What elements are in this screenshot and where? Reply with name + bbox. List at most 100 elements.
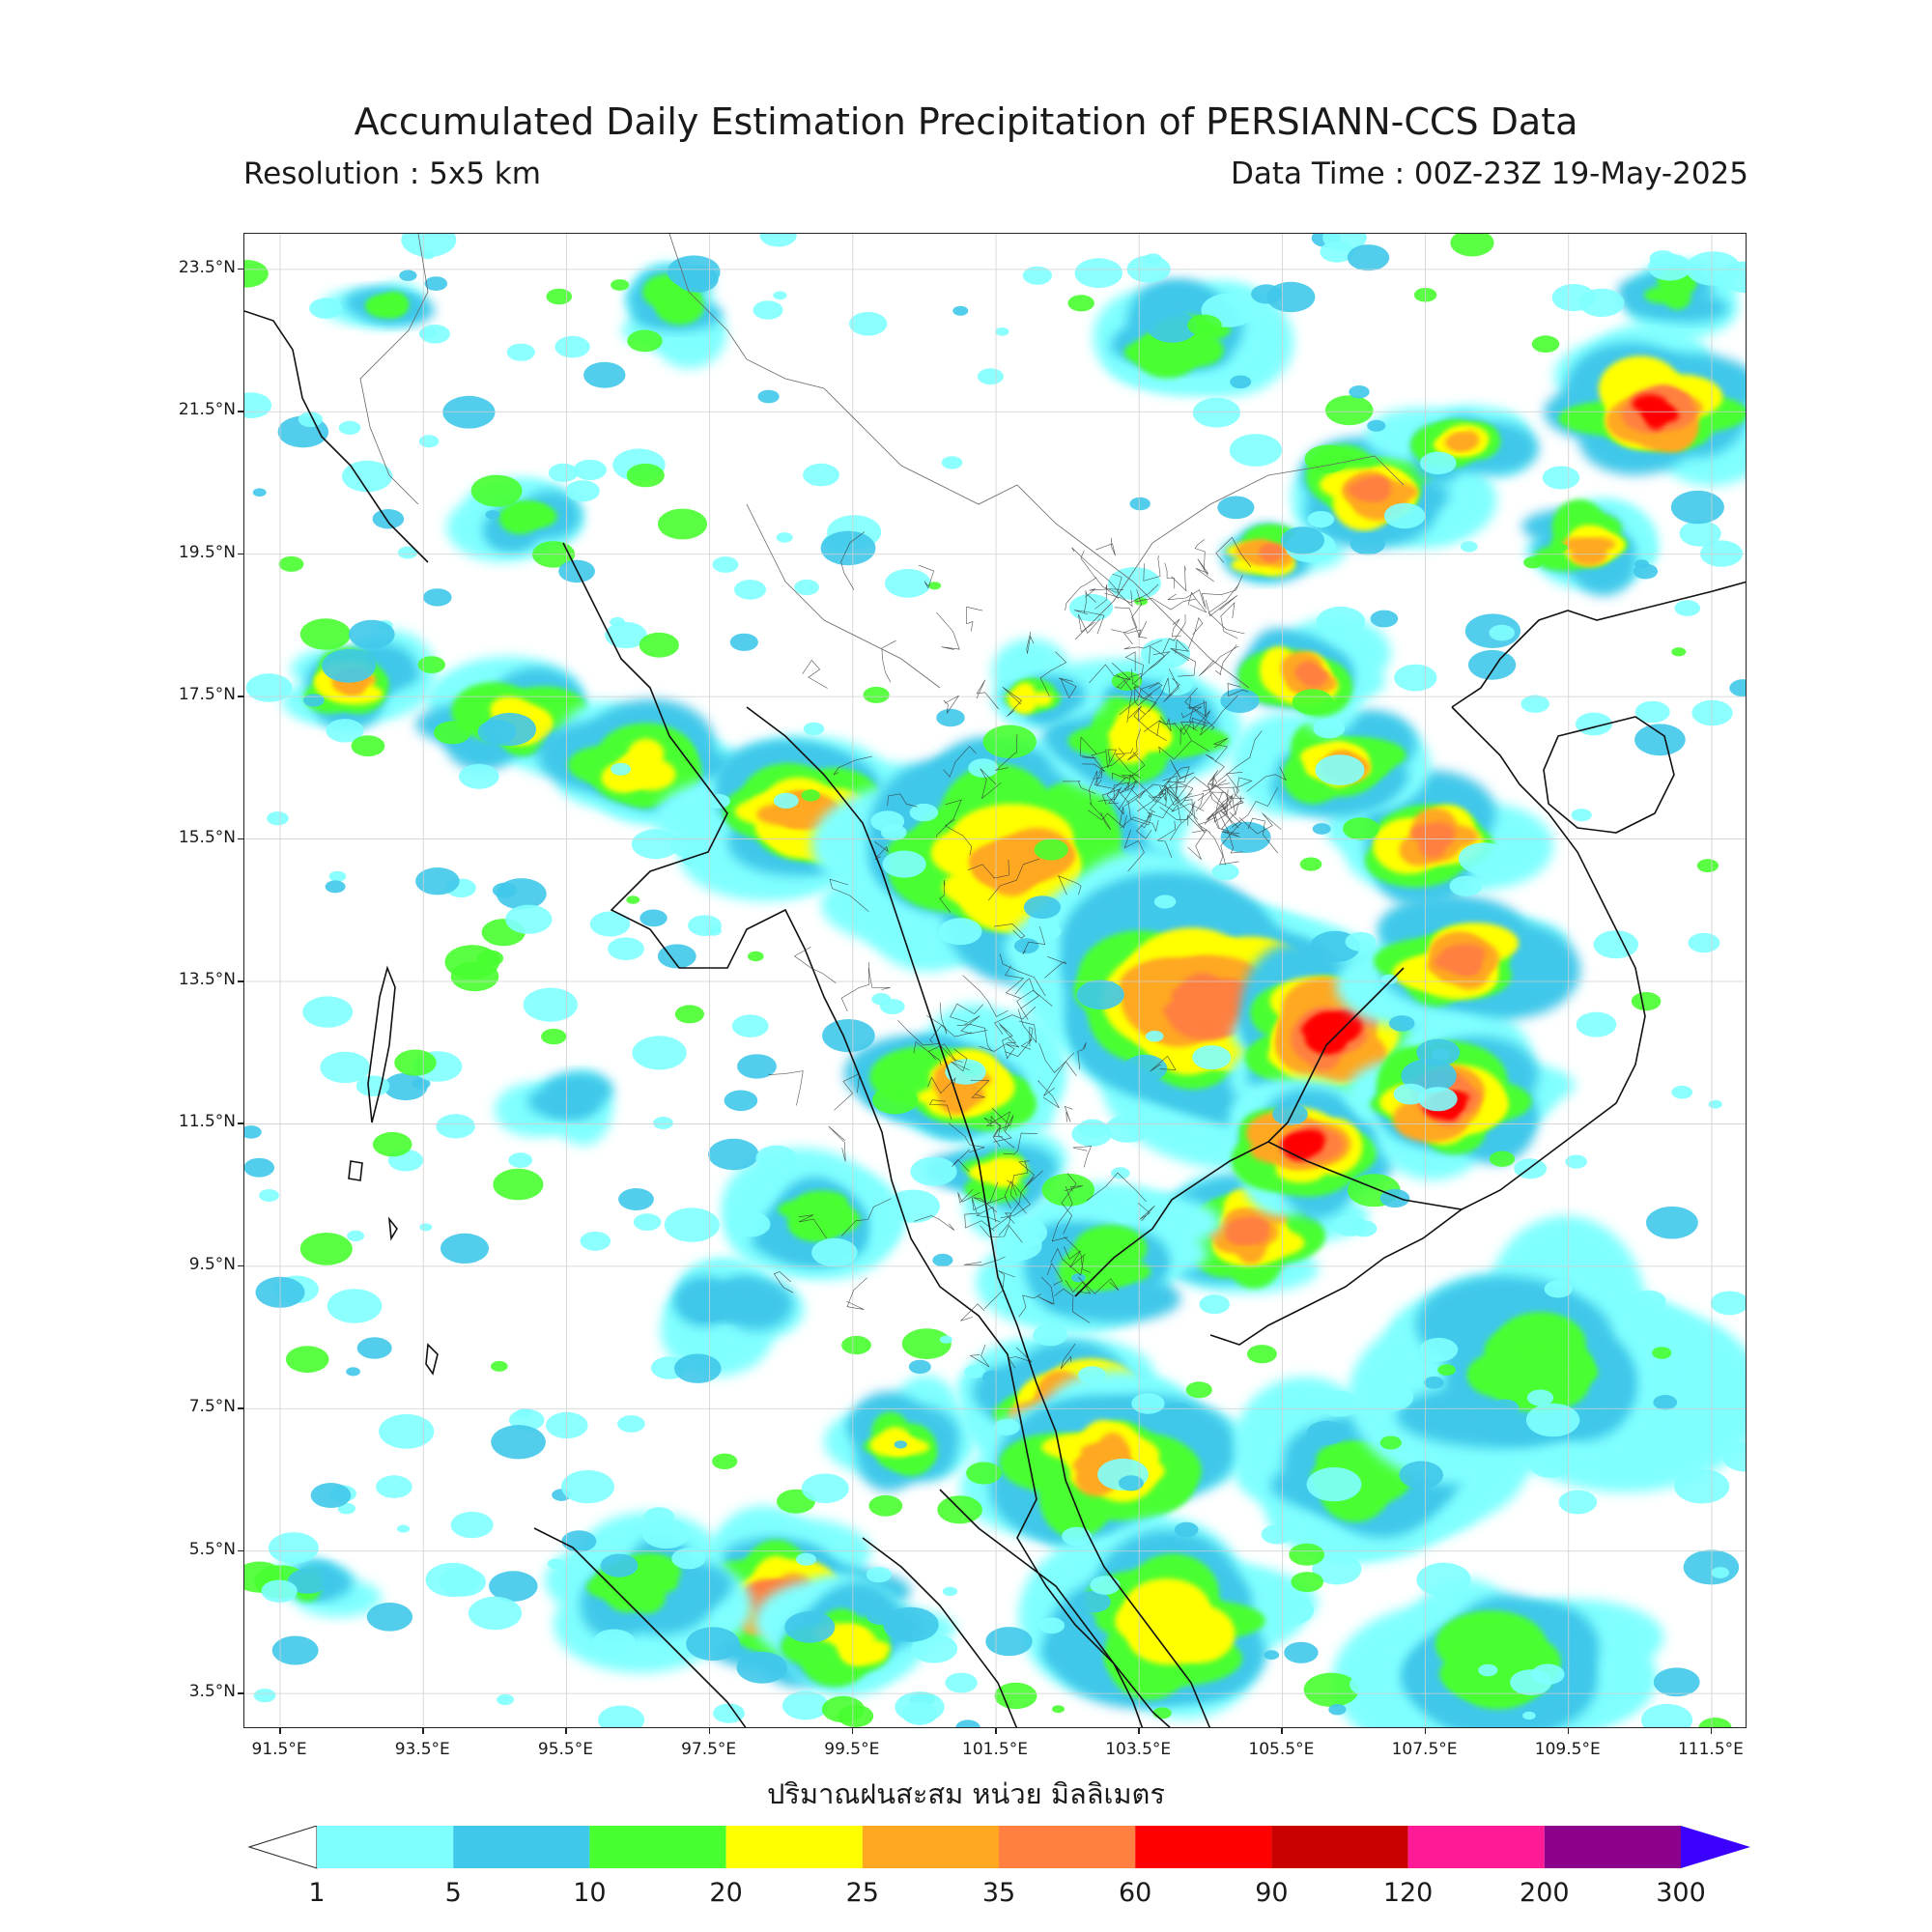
- province-border: [970, 1080, 990, 1098]
- rain-speckle: [523, 987, 578, 1022]
- rain-speckle: [592, 1629, 636, 1657]
- lon-tick: [708, 1728, 711, 1734]
- province-border: [1078, 613, 1101, 635]
- rain-speckle: [773, 792, 799, 810]
- lon-tick-label: 105.5°E: [1248, 1740, 1315, 1759]
- province-border: [1209, 770, 1230, 787]
- province-border: [1170, 639, 1190, 662]
- province-border: [833, 755, 872, 776]
- rain-speckle: [734, 580, 766, 600]
- province-border: [1080, 736, 1097, 759]
- province-border: [956, 1024, 992, 1052]
- colorbar: 1 5 10 20 25 35 60 90 120 200 300: [0, 1826, 1932, 1922]
- rain-speckle: [867, 1607, 895, 1625]
- province-border: [1044, 956, 1067, 979]
- province-border: [1077, 1276, 1120, 1294]
- province-border: [1149, 792, 1167, 813]
- province-border: [1131, 589, 1148, 638]
- province-border: [1219, 777, 1253, 793]
- rain-speckle: [939, 1335, 953, 1344]
- rain-speckle: [1350, 532, 1386, 555]
- rain-speckle: [1634, 700, 1670, 724]
- rain-speckle: [1531, 335, 1560, 354]
- rain-cell: [1466, 1351, 1537, 1399]
- rain-speckle: [1449, 875, 1483, 896]
- rain-cell: [1645, 408, 1666, 418]
- province-border: [1104, 583, 1159, 604]
- rain-speckle: [782, 1690, 829, 1720]
- rain-speckle: [285, 1346, 329, 1374]
- rain-speckle: [1345, 931, 1377, 952]
- rain-speckle: [737, 1054, 777, 1079]
- colorbar-swatch: [862, 1826, 999, 1868]
- province-border: [1215, 536, 1252, 568]
- rain-speckle: [351, 735, 385, 757]
- rain-speckle: [1593, 930, 1639, 959]
- rain-speckle: [322, 648, 376, 683]
- province-border: [1167, 589, 1206, 607]
- rain-speckle: [1350, 1220, 1378, 1237]
- province-border: [1093, 770, 1115, 789]
- province-border: [1217, 730, 1263, 782]
- rain-speckle: [434, 721, 471, 745]
- rain-speckle: [1646, 1206, 1698, 1239]
- rain-speckle: [470, 474, 523, 507]
- province-border: [1148, 785, 1166, 803]
- rain-speckle: [1147, 311, 1198, 343]
- province-border: [1037, 1080, 1060, 1109]
- rain-speckle: [298, 412, 323, 428]
- rain-speckle: [1071, 1273, 1086, 1283]
- rain-speckle: [626, 463, 665, 488]
- province-border: [1063, 781, 1096, 794]
- rain-speckle: [1653, 1667, 1700, 1697]
- province-border: [1071, 547, 1120, 593]
- province-border: [1224, 772, 1243, 810]
- rain-speckle: [1159, 1538, 1177, 1548]
- province-border: [985, 1111, 1011, 1131]
- province-border: [1200, 695, 1238, 736]
- rain-speckle: [1208, 1095, 1227, 1108]
- rain-speckle: [310, 1483, 352, 1508]
- rain-speckle: [1068, 593, 1114, 622]
- rain-speckle: [1688, 932, 1720, 953]
- province-border: [943, 746, 977, 778]
- province-border: [1164, 783, 1179, 807]
- rain-speckle: [397, 546, 418, 559]
- lon-tick-label: 93.5°E: [394, 1740, 450, 1759]
- province-border: [1088, 810, 1127, 829]
- province-border: [773, 1271, 794, 1293]
- rain-speckle: [267, 811, 289, 826]
- province-border: [1061, 1173, 1077, 1235]
- rain-speckle: [639, 909, 668, 927]
- rain-speckle: [372, 509, 405, 529]
- rain-speckle: [1523, 556, 1543, 569]
- rain-cell: [1184, 986, 1243, 1020]
- province-border: [1003, 1132, 1038, 1155]
- rain-speckle: [1688, 1406, 1743, 1441]
- rain-speckle: [901, 1328, 952, 1359]
- province-border: [994, 923, 1026, 939]
- rain-cell: [1446, 953, 1480, 973]
- rain-speckle: [1419, 1337, 1459, 1362]
- rain-speckle: [863, 686, 890, 703]
- province-border: [881, 639, 896, 683]
- province-border: [1082, 751, 1106, 773]
- province-border: [1116, 672, 1143, 689]
- rain-speckle: [1328, 1704, 1347, 1716]
- map-title: Accumulated Daily Estimation Precipitati…: [354, 100, 1578, 143]
- rain-speckle: [872, 1086, 918, 1115]
- lon-tick-label: 109.5°E: [1534, 1740, 1601, 1759]
- province-border: [1123, 830, 1145, 872]
- province-border: [1017, 1009, 1037, 1044]
- rain-speckle: [548, 463, 579, 482]
- rain-speckle: [1416, 1562, 1471, 1597]
- rain-speckle: [1131, 1393, 1165, 1414]
- rain-speckle: [424, 276, 448, 291]
- province-border: [950, 1003, 984, 1023]
- rain-speckle: [729, 1211, 771, 1237]
- rain-speckle: [1671, 647, 1687, 657]
- province-border: [991, 1177, 1035, 1230]
- rain-speckle: [1686, 251, 1741, 286]
- lat-tick-label: 23.5°N: [178, 257, 236, 277]
- rain-speckle: [1315, 754, 1365, 785]
